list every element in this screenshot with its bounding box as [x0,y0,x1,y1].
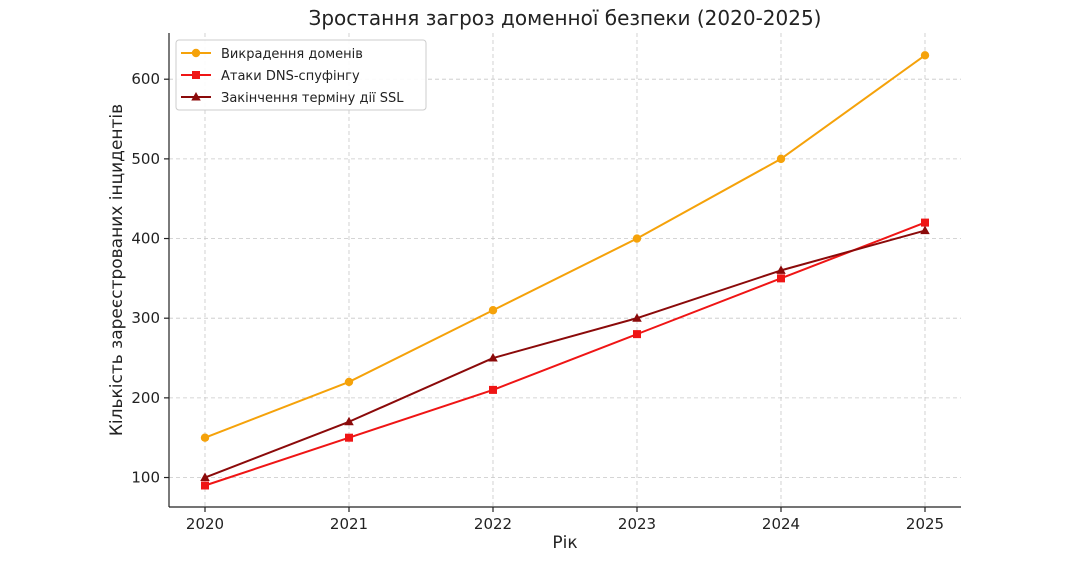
data-point [776,154,786,164]
legend-label: Закінчення терміну дії SSL [221,91,404,106]
y-tick-label: 400 [131,230,160,248]
legend-swatch-marker [191,48,201,58]
series-line [204,221,926,487]
series-group [201,218,929,490]
data-point [200,472,210,482]
data-point [921,218,929,227]
y-tick-label: 200 [131,389,160,407]
data-point [344,416,354,426]
series-line [204,54,926,439]
data-point [488,306,498,315]
data-point [488,353,498,362]
axes [168,33,961,508]
data-point [489,385,497,394]
data-point [633,330,641,339]
y-axis-label: Кількість зареєстрованих інцидентів [107,104,127,436]
series-group [200,225,930,482]
data-point [920,225,930,235]
x-tick-label: 2024 [762,515,800,533]
x-tick-label: 2020 [186,515,224,533]
data-point [344,377,354,387]
x-tick-label: 2021 [330,515,368,533]
series-line [204,229,926,479]
grid [169,33,961,507]
data-point [777,274,785,283]
x-axis-label: Рік [552,533,577,553]
x-tick-label: 2025 [906,515,944,533]
data-point [920,51,930,60]
y-tick-label: 600 [131,70,160,88]
y-tick-label: 300 [131,309,160,327]
legend-swatch-marker [191,92,201,101]
legend-label: Атаки DNS-спуфінгу [221,69,360,84]
ticks: 2020 2021 2022 2023 2024 2025 100 200 300 400 500 6… [131,70,944,533]
data-point [200,433,210,442]
legend: Викрадення доменів Атаки DNS-спуфінгу Закі… [175,39,427,111]
series [200,51,930,490]
legend-box [175,39,427,111]
x-tick-label: 2023 [618,515,656,533]
data-point [776,265,786,274]
data-point [345,433,353,442]
series-group [200,51,930,442]
y-tick-label: 100 [131,469,160,487]
data-point [632,313,642,322]
legend-label: Викрадення доменів [221,47,363,62]
data-point [632,234,642,243]
data-point [201,481,209,490]
y-tick-label: 500 [131,150,160,168]
x-tick-label: 2022 [474,515,512,533]
chart-title: Зростання загроз доменної безпеки (2020-… [309,6,822,30]
legend-swatch-marker [192,71,200,79]
